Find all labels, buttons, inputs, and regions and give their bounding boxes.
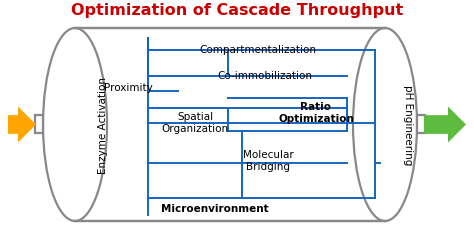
Polygon shape bbox=[424, 106, 466, 142]
Text: Molecular
Bridging: Molecular Bridging bbox=[243, 150, 293, 172]
Text: Spatial
Organization: Spatial Organization bbox=[162, 112, 228, 134]
Text: Optimization of Cascade Throughput: Optimization of Cascade Throughput bbox=[71, 3, 403, 18]
Bar bbox=[75, 28, 385, 221]
Ellipse shape bbox=[353, 28, 417, 221]
Text: Enzyme Activation: Enzyme Activation bbox=[98, 77, 108, 174]
Text: Co-immobilization: Co-immobilization bbox=[218, 71, 312, 81]
Bar bbox=[353, 28, 385, 221]
Polygon shape bbox=[8, 106, 36, 142]
Bar bbox=[75, 28, 107, 221]
Ellipse shape bbox=[43, 28, 107, 221]
Bar bbox=[417, 115, 425, 133]
Text: pH Engineering: pH Engineering bbox=[403, 85, 413, 165]
Text: Proximity: Proximity bbox=[104, 83, 152, 93]
Text: Ratio
Optimization: Ratio Optimization bbox=[278, 102, 354, 124]
Text: Microenvironment: Microenvironment bbox=[161, 204, 269, 214]
Text: Compartmentalization: Compartmentalization bbox=[200, 45, 317, 55]
Bar bbox=[35, 115, 43, 133]
